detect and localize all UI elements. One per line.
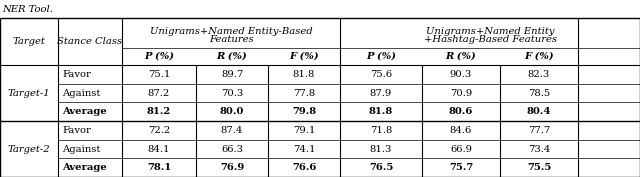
Text: +Hashtag-Based Features: +Hashtag-Based Features	[424, 36, 557, 44]
Text: 79.1: 79.1	[293, 126, 315, 135]
Text: 81.8: 81.8	[293, 70, 315, 79]
Text: 80.6: 80.6	[449, 107, 473, 116]
Text: 90.3: 90.3	[450, 70, 472, 79]
Text: R (%): R (%)	[216, 52, 248, 61]
Text: 78.1: 78.1	[147, 163, 171, 172]
Text: 74.1: 74.1	[292, 144, 316, 153]
Text: 73.4: 73.4	[528, 144, 550, 153]
Text: Unigrams+Named Entity: Unigrams+Named Entity	[426, 27, 554, 36]
Text: 87.9: 87.9	[370, 88, 392, 98]
Text: Target-1: Target-1	[8, 88, 51, 98]
Text: Average: Average	[62, 163, 107, 172]
Text: P (%): P (%)	[366, 52, 396, 61]
Text: 77.7: 77.7	[528, 126, 550, 135]
Text: Features: Features	[209, 36, 253, 44]
Text: Target-2: Target-2	[8, 144, 51, 153]
Text: NER Tool.: NER Tool.	[2, 4, 53, 13]
Text: 82.3: 82.3	[528, 70, 550, 79]
Text: R (%): R (%)	[445, 52, 476, 61]
Text: 84.6: 84.6	[450, 126, 472, 135]
Text: 72.2: 72.2	[148, 126, 170, 135]
Text: 87.4: 87.4	[221, 126, 243, 135]
Text: 70.9: 70.9	[450, 88, 472, 98]
Text: 78.5: 78.5	[528, 88, 550, 98]
Text: Favor: Favor	[62, 70, 91, 79]
Text: Target: Target	[13, 37, 45, 46]
Text: 76.9: 76.9	[220, 163, 244, 172]
Text: Favor: Favor	[62, 126, 91, 135]
Text: 81.2: 81.2	[147, 107, 171, 116]
Text: 79.8: 79.8	[292, 107, 316, 116]
Text: Against: Against	[62, 88, 100, 98]
Text: 84.1: 84.1	[148, 144, 170, 153]
Text: 75.6: 75.6	[370, 70, 392, 79]
Text: Average: Average	[62, 107, 107, 116]
Text: Stance Class: Stance Class	[58, 37, 123, 46]
Text: 89.7: 89.7	[221, 70, 243, 79]
Text: 75.1: 75.1	[148, 70, 170, 79]
Text: P (%): P (%)	[144, 52, 174, 61]
Text: 76.5: 76.5	[369, 163, 393, 172]
Text: 71.8: 71.8	[370, 126, 392, 135]
Text: 66.9: 66.9	[450, 144, 472, 153]
Text: 70.3: 70.3	[221, 88, 243, 98]
Text: 87.2: 87.2	[148, 88, 170, 98]
Text: 80.0: 80.0	[220, 107, 244, 116]
Text: 81.8: 81.8	[369, 107, 393, 116]
Text: 80.4: 80.4	[527, 107, 551, 116]
Text: 75.7: 75.7	[449, 163, 473, 172]
Text: F (%): F (%)	[289, 52, 319, 61]
Text: 66.3: 66.3	[221, 144, 243, 153]
Text: 81.3: 81.3	[370, 144, 392, 153]
Text: F (%): F (%)	[524, 52, 554, 61]
Text: 75.5: 75.5	[527, 163, 551, 172]
Text: Against: Against	[62, 144, 100, 153]
Text: 76.6: 76.6	[292, 163, 316, 172]
Text: 77.8: 77.8	[293, 88, 315, 98]
Text: Unigrams+Named Entity-Based: Unigrams+Named Entity-Based	[150, 27, 312, 36]
